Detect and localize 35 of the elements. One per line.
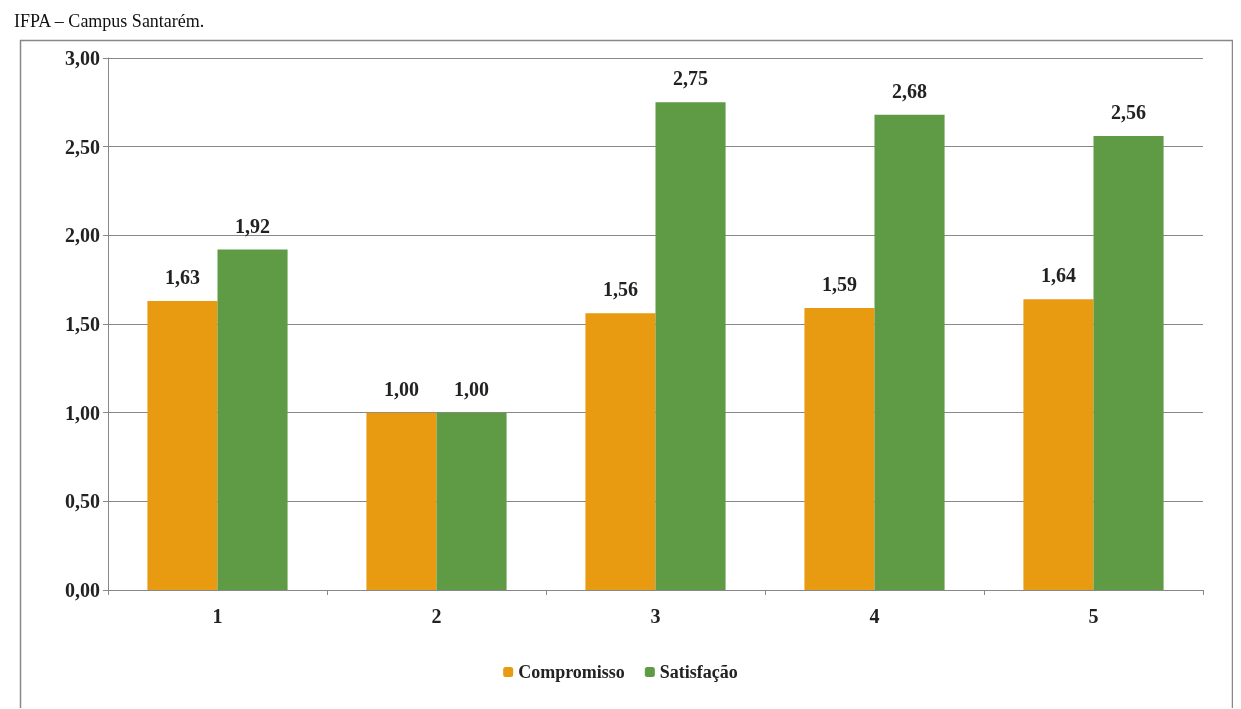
bar [366, 412, 437, 590]
y-tick-label: 3,00 [65, 47, 100, 69]
bar [1093, 136, 1164, 590]
bar [147, 300, 218, 590]
y-tick-label: 0,50 [65, 490, 100, 513]
data-label: 1,00 [383, 377, 419, 400]
y-tick-label: 1,00 [65, 401, 100, 424]
y-tick-label: 2,50 [65, 135, 100, 158]
data-label: 1,92 [235, 214, 271, 237]
text: IFPA – Campus Santarém. [14, 11, 205, 31]
data-label: 2,68 [892, 79, 928, 102]
x-tick-label: 4 [869, 605, 880, 627]
y-tick-label: 1,50 [65, 313, 100, 335]
bar [585, 313, 656, 590]
y-tick-label: 2,00 [65, 224, 100, 247]
bar [436, 412, 507, 590]
x-tick-label: 1 [212, 605, 223, 627]
data-label: 2,75 [673, 67, 709, 90]
legend-label: Compromisso [518, 662, 625, 682]
data-label: 1,59 [821, 273, 857, 296]
legend-label: Satisfação [659, 662, 738, 682]
bar [655, 102, 726, 590]
data-label: 1,64 [1040, 264, 1076, 287]
bar [217, 249, 288, 590]
data-label: 1,00 [454, 377, 490, 400]
y-tick-label: 0,00 [65, 579, 100, 601]
data-label: 1,63 [164, 265, 200, 288]
bar [804, 308, 875, 590]
data-label: 2,56 [1111, 101, 1147, 124]
bar [874, 114, 945, 590]
bar [1023, 299, 1094, 590]
x-tick-label: 5 [1088, 605, 1099, 627]
data-label: 1,56 [602, 278, 638, 301]
x-tick-label: 2 [431, 605, 442, 627]
x-tick-label: 3 [650, 605, 661, 627]
